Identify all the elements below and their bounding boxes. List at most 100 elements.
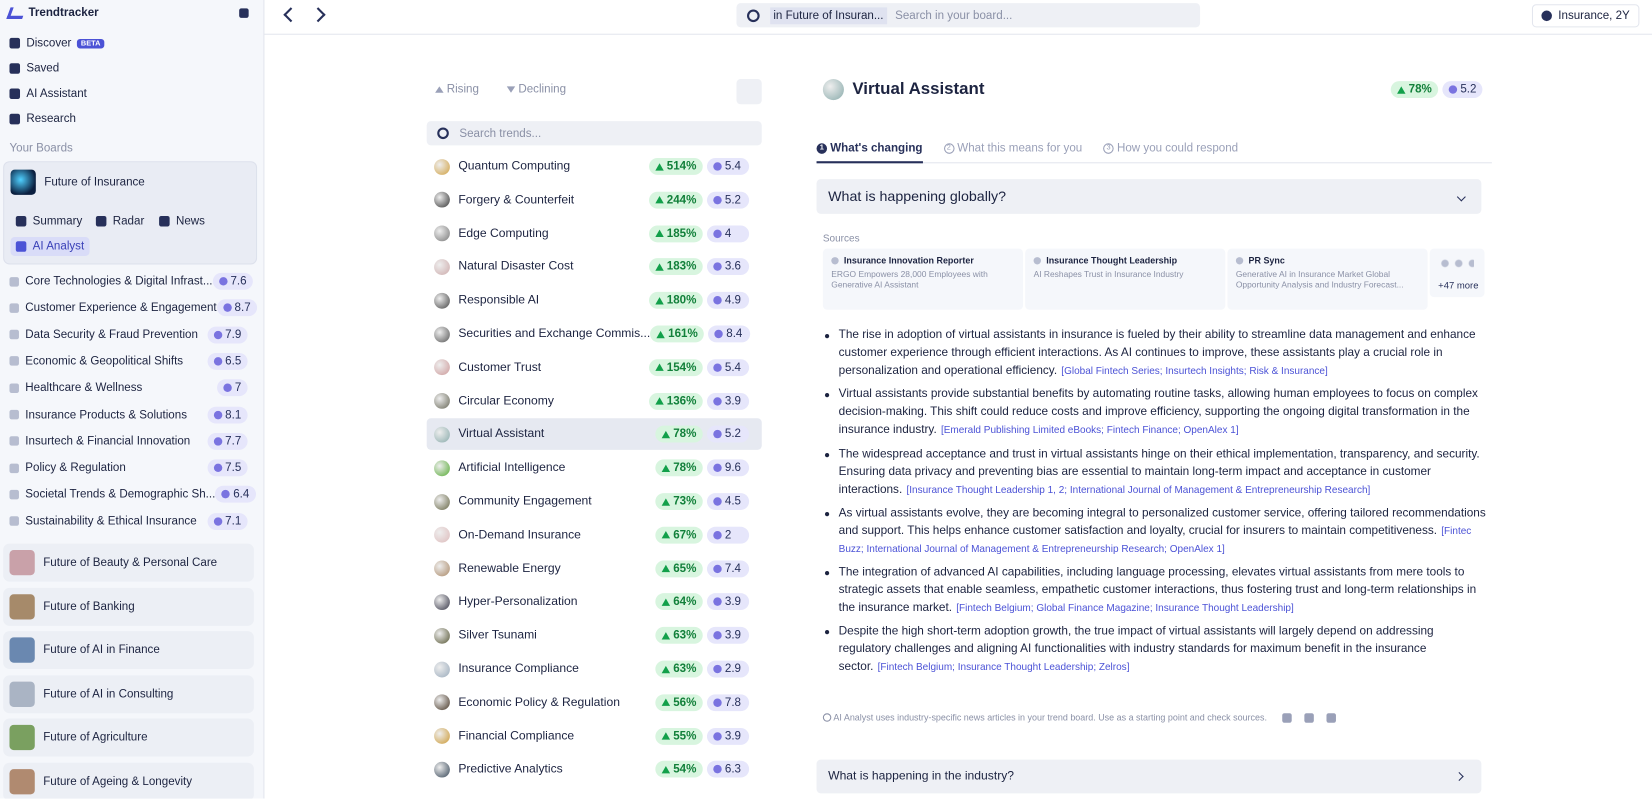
trend-filter[interactable]: Declining xyxy=(506,83,566,96)
back-button[interactable] xyxy=(283,7,299,23)
source-card[interactable]: Insurance Innovation Reporter ERGO Empowe… xyxy=(822,248,1024,310)
trend-row[interactable]: Predictive Analytics 54% 6.3 xyxy=(427,754,762,786)
detail-tab[interactable]: 3 How you could respond xyxy=(1103,136,1238,161)
nav-item[interactable]: Research xyxy=(9,113,76,125)
nav-item[interactable]: Saved xyxy=(9,62,59,75)
source-icon xyxy=(1033,256,1041,264)
nav-item[interactable]: AI Assistant xyxy=(9,87,87,100)
topic-row[interactable]: Economic & Geopolitical Shifts 6.5 xyxy=(9,352,248,370)
trend-name: Edge Computing xyxy=(458,227,549,240)
refresh-button[interactable] xyxy=(1303,712,1314,723)
trend-row[interactable]: Renewable Energy 65% 7.4 xyxy=(427,553,762,585)
trend-row[interactable]: Artificial Intelligence 78% 9.6 xyxy=(427,452,762,484)
source-publisher: Insurance Thought Leadership xyxy=(1046,254,1178,266)
trend-avatar xyxy=(434,627,450,644)
trend-row[interactable]: Responsible AI 180% 4.9 xyxy=(427,285,762,317)
add-board[interactable] xyxy=(239,140,250,152)
trend-avatar xyxy=(434,527,450,543)
pin-button[interactable] xyxy=(239,8,249,18)
topic-row[interactable]: Healthcare & Wellness 7 xyxy=(9,379,248,397)
board-tab[interactable]: News xyxy=(154,212,210,231)
trend-row[interactable]: Hyper-Personalization 64% 3.9 xyxy=(427,586,762,618)
trend-row[interactable]: Edge Computing 185% 4 xyxy=(427,218,762,250)
trend-avatar xyxy=(434,694,450,711)
topic-row[interactable]: Customer Experience & Engagement 8.7 xyxy=(9,299,257,317)
topic-score: 7.1 xyxy=(207,512,248,530)
trend-row[interactable]: Insurance Compliance 63% 2.9 xyxy=(427,653,762,685)
trend-search-button[interactable] xyxy=(736,79,762,105)
board-name: Future of Agriculture xyxy=(43,731,148,745)
bullet: Despite the high short-term adoption gro… xyxy=(824,623,1487,677)
detail-tab[interactable]: 2 What this means for you xyxy=(943,136,1082,161)
bullet-refs[interactable]: [Fintech Belgium; Global Finance Magazin… xyxy=(956,602,1294,615)
section-header[interactable]: What is happening globally? xyxy=(816,179,1482,214)
board-tab[interactable]: Summary xyxy=(11,212,88,231)
trend-row[interactable]: Community Engagement 73% 4.5 xyxy=(427,486,762,518)
topic-row[interactable]: Societal Trends & Demographic Sh... 6.4 xyxy=(9,486,256,503)
nav-item[interactable]: Discover BETA xyxy=(9,37,105,50)
board-thumb xyxy=(9,725,35,751)
dislike-button[interactable] xyxy=(1325,712,1336,723)
board-card[interactable]: Future of AI in Consulting xyxy=(3,675,254,714)
board-card[interactable]: Future of Ageing & Longevity xyxy=(3,762,254,799)
topic-row[interactable]: Insurance Products & Solutions 8.1 xyxy=(9,406,248,424)
topic-row[interactable]: Sustainability & Ethical Insurance 7.1 xyxy=(9,512,248,530)
topic-left: Healthcare & Wellness xyxy=(9,382,142,394)
topic-row[interactable]: Core Technologies & Digital Infrast... 7.… xyxy=(9,272,253,290)
trend-row[interactable]: Natural Disaster Cost 183% 3.6 xyxy=(427,251,762,283)
topic-row[interactable]: Insurtech & Financial Innovation 7.7 xyxy=(9,432,248,450)
topic-row[interactable]: Policy & Regulation 7.5 xyxy=(9,459,248,477)
board-name: Future of AI in Finance xyxy=(43,643,160,657)
copy-button[interactable] xyxy=(1281,712,1292,723)
trend-name: Silver Tsunami xyxy=(458,629,537,642)
nav-icon xyxy=(9,37,21,49)
trend-row[interactable]: Forgery & Counterfeit 244% 5.2 xyxy=(427,184,762,216)
bullet-refs[interactable]: [Global Fintech Series; Insurtech Insigh… xyxy=(1061,365,1328,378)
topic-row[interactable]: Data Security & Fraud Prevention 7.9 xyxy=(9,326,248,344)
trend-avatar xyxy=(434,192,450,208)
topic-score: 6.5 xyxy=(207,352,248,370)
section-header[interactable]: What is happening in the industry? xyxy=(816,759,1482,794)
topic-score: 7 xyxy=(216,379,248,397)
bullet-refs[interactable]: [Emerald Publishing Limited eBooks; Fint… xyxy=(940,424,1239,437)
trend-row[interactable]: Securities and Exchange Commis... 161% 8.4 xyxy=(427,318,762,350)
source-card[interactable]: Insurance Thought Leadership AI Reshapes … xyxy=(1025,248,1226,310)
detail-tab[interactable]: 1 What's changing xyxy=(816,136,923,164)
trend-row[interactable]: Customer Trust 154% 5.4 xyxy=(427,352,762,384)
more-sources[interactable]: +47 more xyxy=(1429,248,1485,298)
bullet-refs[interactable]: [Fintec Buzz; International Journal of M… xyxy=(838,525,1472,556)
info-icon xyxy=(822,713,832,722)
active-board-header[interactable]: Future of Insurance xyxy=(10,169,145,195)
trend-row[interactable]: Financial Compliance 55% 3.9 xyxy=(427,720,762,752)
topic-left: Societal Trends & Demographic Sh... xyxy=(9,488,215,501)
board-card[interactable]: Future of AI in Finance xyxy=(3,631,254,670)
detail-tabs: 1 What's changing 2 What this means for you… xyxy=(816,136,1492,164)
app-name: Trendtracker xyxy=(28,6,99,19)
board-tab[interactable]: Radar xyxy=(91,212,150,231)
trend-row[interactable]: On-Demand Insurance 67% 2 xyxy=(427,519,762,551)
trend-row[interactable]: Economic Policy & Regulation 56% 7.8 xyxy=(427,687,762,719)
trend-growth: 180% xyxy=(648,292,703,309)
topic-name: Societal Trends & Demographic Sh... xyxy=(25,488,216,501)
source-card[interactable]: PR Sync Generative AI in Insurance Market… xyxy=(1227,248,1428,310)
board-name: Future of AI in Consulting xyxy=(43,687,174,701)
board-card[interactable]: Future of Beauty & Personal Care xyxy=(3,543,254,582)
board-card[interactable]: Future of Agriculture xyxy=(3,718,254,757)
trend-row[interactable]: Quantum Computing 514% 5.4 xyxy=(427,151,762,183)
trend-filter[interactable]: Rising xyxy=(435,83,479,96)
bullet-refs[interactable]: [Fintech Belgium; Insurance Thought Lead… xyxy=(877,662,1130,674)
trend-score: 3.9 xyxy=(706,627,750,644)
nav-icon xyxy=(9,88,21,100)
context-selector[interactable]: Insurance, 2Y xyxy=(1531,4,1640,28)
board-search[interactable]: in Future of Insuran... Search in your bo… xyxy=(736,3,1201,28)
bullet-refs[interactable]: [Insurance Thought Leadership 1, 2; Inte… xyxy=(906,484,1371,496)
forward-button[interactable] xyxy=(310,7,326,23)
board-tab[interactable]: AI Analyst xyxy=(10,237,90,257)
trend-row[interactable]: Silver Tsunami 63% 3.9 xyxy=(427,620,762,652)
trend-search[interactable]: Search trends... xyxy=(426,121,762,146)
trend-row[interactable]: Circular Economy 136% 3.9 xyxy=(427,385,762,417)
trend-row[interactable]: Virtual Assistant 78% 5.2 xyxy=(426,418,762,451)
topic-score: 8.7 xyxy=(216,299,257,317)
topic-name: Core Technologies & Digital Infrast... xyxy=(25,274,213,288)
board-card[interactable]: Future of Banking xyxy=(3,587,254,626)
